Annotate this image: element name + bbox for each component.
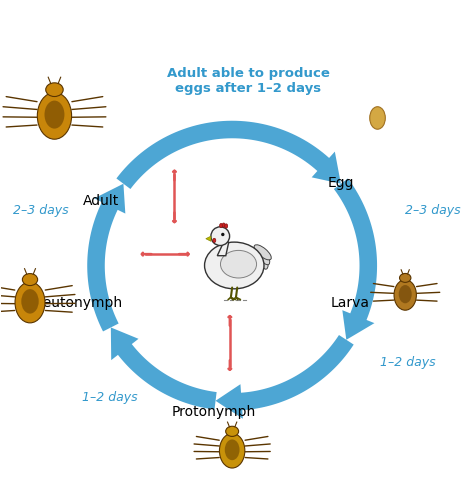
Ellipse shape: [220, 250, 256, 278]
Ellipse shape: [213, 239, 216, 243]
Text: Deutonymph: Deutonymph: [33, 295, 123, 309]
Polygon shape: [111, 327, 217, 410]
Ellipse shape: [45, 101, 64, 129]
Ellipse shape: [254, 245, 271, 260]
Ellipse shape: [37, 92, 72, 139]
Text: Adult able to produce
eggs after 1–2 days: Adult able to produce eggs after 1–2 day…: [167, 67, 330, 95]
Text: Adult: Adult: [82, 194, 119, 208]
Ellipse shape: [225, 440, 239, 460]
Ellipse shape: [226, 426, 238, 437]
Polygon shape: [87, 184, 125, 331]
Ellipse shape: [257, 249, 268, 269]
Circle shape: [211, 227, 229, 246]
Ellipse shape: [370, 107, 385, 129]
Polygon shape: [117, 121, 341, 189]
Ellipse shape: [15, 282, 45, 323]
Ellipse shape: [205, 242, 264, 289]
Text: Egg: Egg: [328, 176, 354, 190]
Polygon shape: [206, 236, 211, 242]
Text: 1–2 days: 1–2 days: [82, 391, 137, 404]
Ellipse shape: [394, 280, 416, 310]
Text: 2–3 days: 2–3 days: [405, 204, 461, 217]
Ellipse shape: [21, 289, 39, 313]
Ellipse shape: [219, 434, 245, 468]
Polygon shape: [334, 179, 377, 340]
Text: 2–3 days: 2–3 days: [13, 204, 69, 217]
Ellipse shape: [46, 83, 63, 96]
Ellipse shape: [255, 247, 270, 265]
Ellipse shape: [22, 273, 37, 285]
Ellipse shape: [219, 224, 223, 228]
Ellipse shape: [400, 273, 411, 282]
Text: Protonymph: Protonymph: [172, 405, 256, 419]
Text: Larva: Larva: [330, 295, 369, 309]
Polygon shape: [217, 242, 229, 255]
Text: 1–2 days: 1–2 days: [380, 356, 436, 369]
Polygon shape: [216, 335, 354, 419]
Ellipse shape: [225, 224, 228, 228]
Circle shape: [221, 233, 225, 236]
Ellipse shape: [222, 223, 225, 227]
Ellipse shape: [399, 285, 412, 303]
